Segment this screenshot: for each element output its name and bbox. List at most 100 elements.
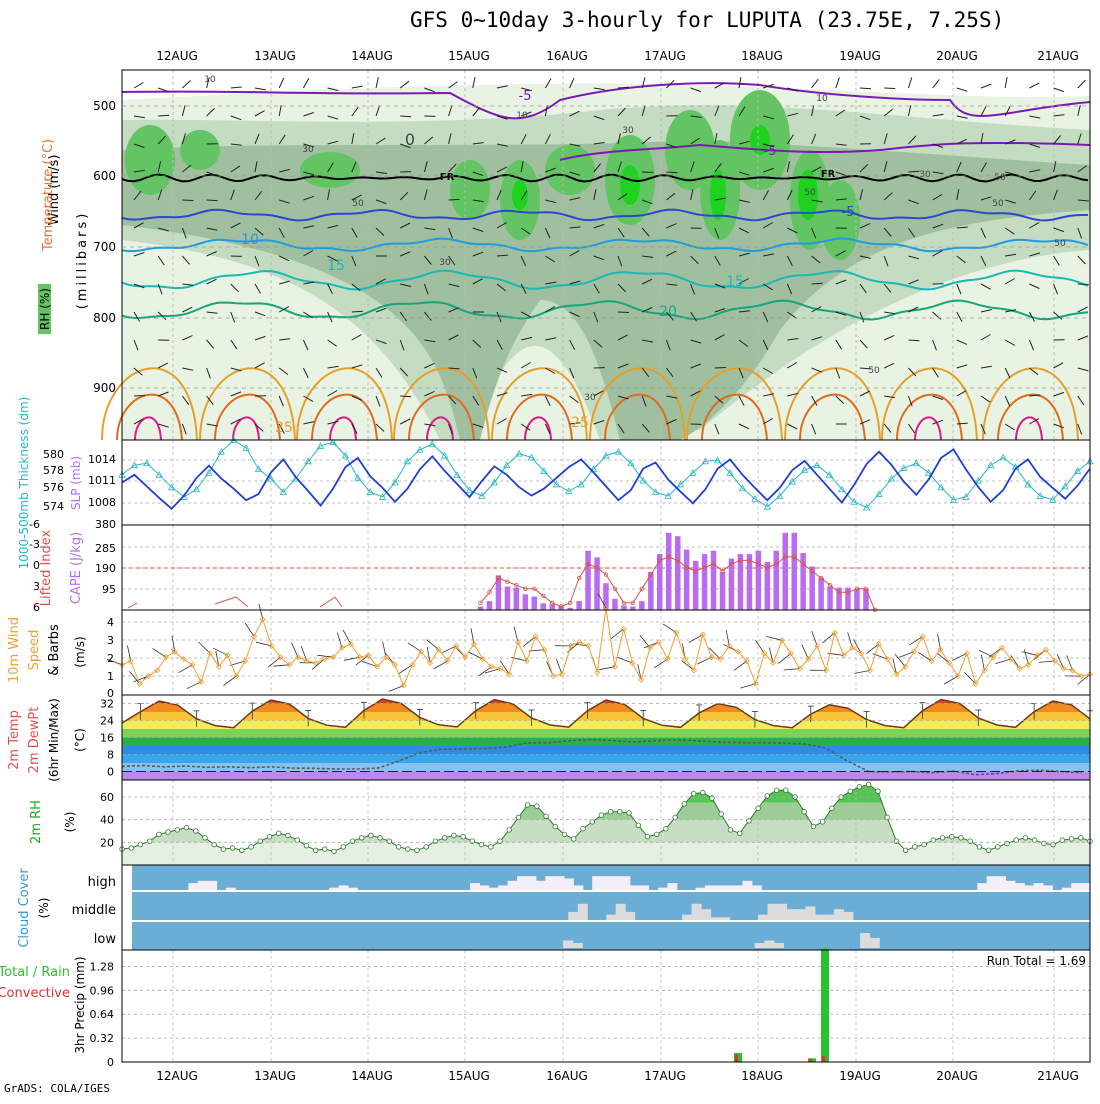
rh2m-point: [442, 836, 447, 841]
rh2m-point: [166, 830, 171, 835]
credit-label: GrADS: COLA/IGES: [4, 1082, 110, 1095]
rh2m-point: [553, 824, 558, 829]
rh2m-point: [175, 828, 180, 833]
temp-tick: 24: [100, 715, 114, 728]
cloud-cell-high: [639, 885, 649, 890]
cloud-cell-high: [489, 888, 499, 890]
rh-core: [512, 180, 528, 210]
contour-label: 10: [516, 111, 528, 121]
cloud-cell-low: [870, 938, 880, 948]
cloud-cell-low: [563, 941, 573, 949]
cloud-cell-high: [667, 883, 677, 890]
wind10-tick: 2: [107, 652, 114, 665]
cloud-cell-high: [508, 881, 518, 890]
wind-barb: [449, 199, 460, 200]
rh2m-point: [498, 839, 503, 844]
rh2m-point: [1051, 842, 1056, 847]
date-label-top: 16AUG: [546, 49, 588, 63]
cloud-cell-high: [339, 885, 349, 890]
precip-run-total: Run Total = 1.69: [987, 954, 1086, 968]
cloud-level-label: low: [94, 932, 117, 947]
cape-bar: [854, 589, 860, 610]
wind10-barb: [426, 640, 438, 650]
temp-band: [122, 772, 1090, 781]
cloud-cell-high: [1062, 888, 1072, 890]
wind10-barb: [756, 640, 765, 653]
contour-label: 25: [275, 420, 293, 436]
rh2m-point: [774, 788, 779, 793]
cape-bar: [594, 557, 600, 610]
cloud-cell-middle: [711, 917, 721, 920]
rh2m-point: [479, 842, 484, 847]
rh2m-tick: 40: [100, 814, 114, 827]
cloud-cell-high: [724, 885, 734, 890]
cape-tick: 95: [102, 583, 116, 596]
precip-tick: 0.96: [90, 984, 115, 997]
date-label-bottom: 21AUG: [1037, 1069, 1079, 1083]
rh2m-point: [406, 847, 411, 852]
rh2m-tick: 20: [100, 836, 114, 849]
date-label-bottom: 16AUG: [546, 1069, 588, 1083]
rh2m-point: [424, 845, 429, 850]
rh2m-point: [258, 839, 263, 844]
wind10-barb: [223, 676, 236, 685]
cloud-cell-low: [573, 943, 583, 948]
wind10-barb: [291, 643, 298, 658]
wind10-ylabel-a: 10m Wind: [7, 617, 22, 683]
wind10-barb: [408, 643, 421, 652]
precip-tick: 0.64: [90, 1008, 115, 1021]
contour-label: 30: [919, 170, 931, 180]
temp-band: [122, 746, 1090, 755]
cape-bar: [639, 601, 645, 610]
wind10-barb: [617, 657, 632, 663]
contour-label: 25: [571, 415, 589, 431]
rh2m-point: [286, 833, 291, 838]
cloud-cell-high: [743, 881, 753, 890]
rh2m-point: [267, 834, 272, 839]
temp-tick: 32: [100, 698, 114, 711]
cape-tick: 190: [95, 562, 116, 575]
cloud-cell-middle: [824, 915, 834, 920]
contour-label: 10: [204, 75, 216, 85]
upper-ylabel-rh: RH (%): [38, 288, 52, 330]
cape-bar: [756, 551, 762, 610]
cloud-cell-middle: [834, 909, 844, 920]
rh2m-point: [986, 848, 991, 853]
chart-title: GFS 0~10day 3-hourly for LUPUTA (23.75E,…: [410, 8, 1004, 32]
cloud-level-label: middle: [72, 903, 116, 918]
wind10-barb: [153, 649, 166, 658]
rh2m-point: [516, 815, 521, 820]
rh2m-point: [276, 831, 281, 836]
cloud-cell-middle: [815, 915, 825, 920]
rh2m-point: [977, 845, 982, 850]
cape-bar: [720, 572, 726, 610]
cloud-cell-high: [470, 883, 480, 890]
rh2m-point: [848, 789, 853, 794]
wind-barb: [860, 88, 871, 89]
cloud-cell-middle: [805, 907, 815, 921]
wind-barb: [908, 171, 919, 172]
temp-band: [122, 738, 1090, 747]
rh2m-point: [756, 806, 761, 811]
date-label-top: 18AUG: [741, 49, 783, 63]
contour-label: -5: [519, 89, 532, 104]
rh2m-band: [122, 803, 1090, 820]
rh2m-point: [1079, 836, 1084, 841]
slp-ylabel: SLP (mb): [69, 456, 83, 510]
rh2m-point: [341, 845, 346, 850]
cape-bar: [666, 533, 672, 610]
contour-label: 0: [405, 130, 415, 149]
rh2m-point: [378, 836, 383, 841]
cape-bar: [585, 551, 591, 610]
rh2m-point: [1060, 838, 1065, 843]
contour-label: 10: [816, 94, 828, 104]
rh2m-point: [313, 848, 318, 853]
cloud-cell-high: [1081, 883, 1091, 890]
date-label-bottom: 18AUG: [741, 1069, 783, 1083]
rh2m-point: [387, 839, 392, 844]
rh2m-point: [415, 848, 420, 853]
rh2m-point: [996, 845, 1001, 850]
rh2m-point: [1042, 841, 1047, 846]
cape-bar: [532, 597, 538, 610]
rh2m-point: [802, 809, 807, 814]
